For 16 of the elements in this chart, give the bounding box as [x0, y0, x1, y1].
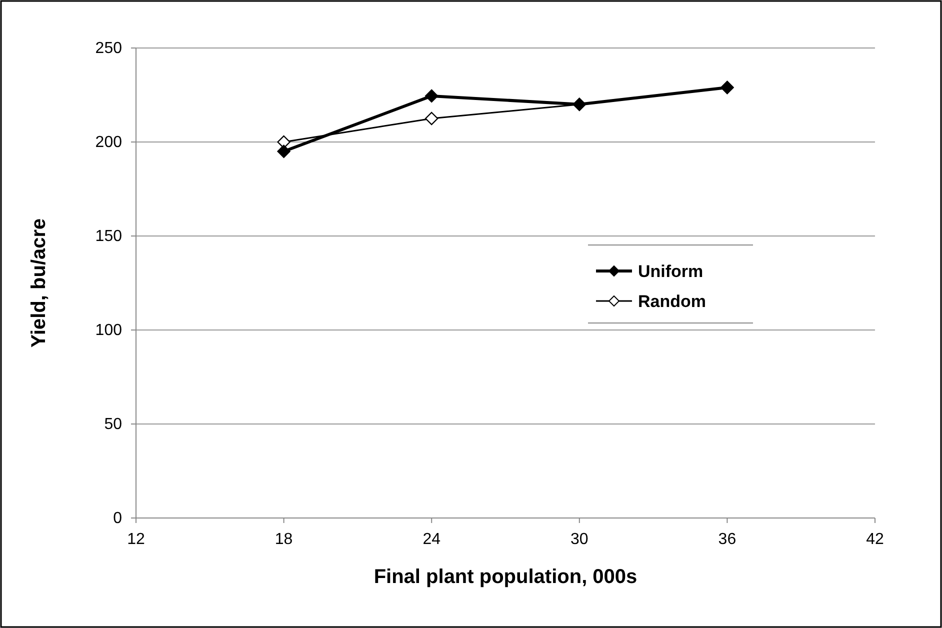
y-tick-label: 0	[113, 510, 122, 527]
legend-label: Uniform	[638, 262, 704, 281]
x-axis-title: Final plant population, 000s	[374, 566, 638, 588]
y-tick-label: 200	[95, 134, 122, 151]
y-tick-label: 250	[95, 40, 122, 57]
y-axis-title: Yield, bu/acre	[28, 218, 50, 348]
y-tick-label: 50	[104, 416, 122, 433]
x-tick-label: 12	[127, 531, 145, 548]
x-tick-label: 42	[866, 531, 884, 548]
legend-label: Random	[638, 292, 706, 311]
y-tick-label: 100	[95, 322, 122, 339]
y-tick-label: 150	[95, 228, 122, 245]
x-tick-label: 30	[570, 531, 588, 548]
x-tick-label: 36	[718, 531, 736, 548]
x-tick-label: 24	[422, 531, 441, 548]
x-tick-label: 18	[274, 531, 293, 548]
